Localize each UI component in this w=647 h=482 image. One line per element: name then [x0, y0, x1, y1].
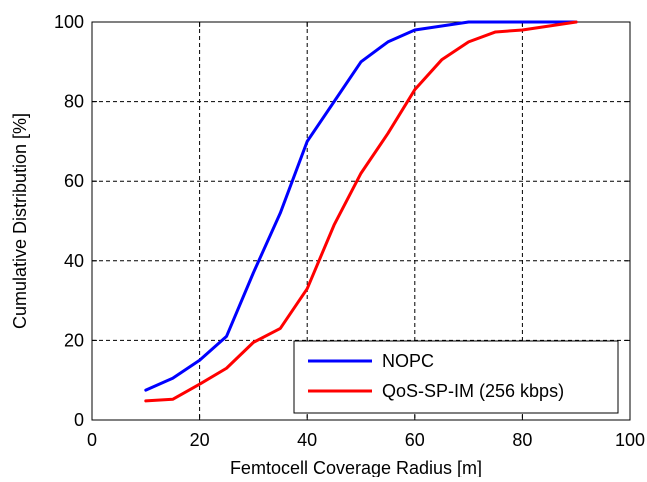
legend-box — [293, 340, 619, 414]
series-line-1 — [144, 20, 578, 392]
series-line-2 — [144, 20, 578, 403]
y-tick-label: 0 — [74, 410, 84, 430]
y-tick-label: 80 — [64, 92, 84, 112]
y-tick-label: 40 — [64, 251, 84, 271]
x-tick-label: 100 — [615, 430, 645, 450]
y-tick-label: 20 — [64, 330, 84, 350]
x-tick-label: 80 — [512, 430, 532, 450]
y-tick-label: 100 — [54, 12, 84, 32]
legend-label-2: QoS-SP-IM (256 kbps) — [382, 381, 564, 401]
y-tick-label: 60 — [64, 171, 84, 191]
x-tick-label: 60 — [405, 430, 425, 450]
plot-area: 0 20 40 60 80 100 0 20 40 60 80 100 — [54, 12, 645, 450]
x-tick-label: 40 — [297, 430, 317, 450]
y-axis-label: Cumulative Distribution [%] — [10, 113, 30, 329]
x-axis-label: Femtocell Coverage Radius [m] — [230, 458, 482, 477]
legend-label-1: NOPC — [382, 351, 434, 371]
x-tick-label: 0 — [87, 430, 97, 450]
plot-frame — [91, 21, 631, 421]
legend: NOPC QoS-SP-IM (256 kbps) — [293, 340, 619, 414]
x-tick-label: 20 — [190, 430, 210, 450]
